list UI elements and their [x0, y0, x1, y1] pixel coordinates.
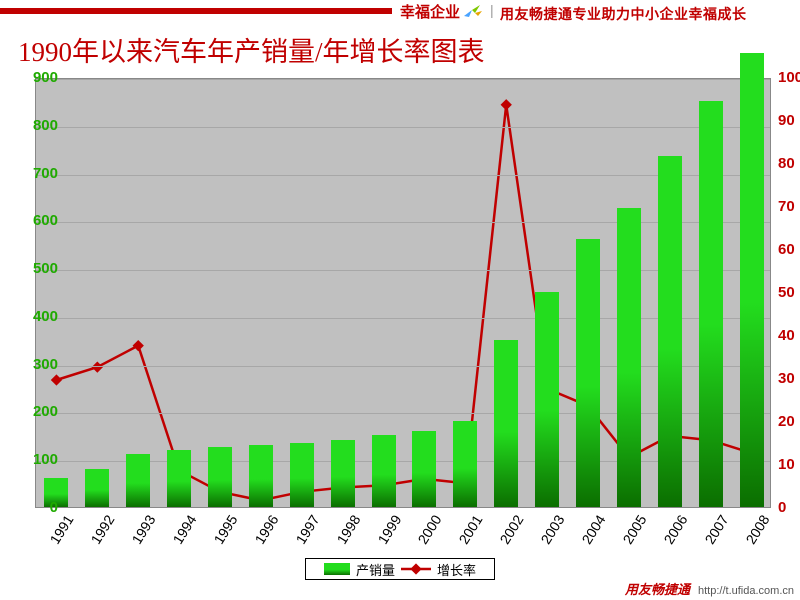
x-tick-label: 1992	[83, 512, 118, 554]
x-tick-label: 1994	[165, 512, 200, 554]
x-tick-label: 1993	[124, 512, 159, 554]
x-tick-label: 2005	[615, 512, 650, 554]
y-left-tick-label: 0	[28, 499, 58, 516]
x-tick-label: 1991	[42, 512, 77, 554]
bar	[372, 435, 396, 507]
x-tick-label: 2001	[451, 512, 486, 554]
legend: 产销量 增长率	[305, 558, 495, 580]
bar	[290, 443, 314, 508]
y-left-tick-label: 500	[28, 260, 58, 277]
bar	[412, 431, 436, 507]
y-left-tick-label: 700	[28, 165, 58, 182]
chart-plot-area	[35, 78, 771, 508]
legend-line-swatch	[401, 563, 431, 575]
x-tick-label: 2003	[533, 512, 568, 554]
x-tick-label: 1998	[328, 512, 363, 554]
x-tick-label: 1996	[247, 512, 282, 554]
x-tick-label: 2006	[656, 512, 691, 554]
bar	[208, 447, 232, 507]
y-right-tick-label: 80	[778, 155, 800, 172]
bar	[535, 292, 559, 507]
x-tick-label: 2008	[737, 512, 772, 554]
brand-label: 幸福企业	[400, 1, 460, 22]
y-left-tick-label: 800	[28, 117, 58, 134]
x-tick-label: 1999	[369, 512, 404, 554]
bar	[85, 469, 109, 507]
y-right-tick-label: 90	[778, 112, 800, 129]
legend-line-label: 增长率	[437, 560, 476, 579]
gridline	[36, 127, 770, 128]
bird-icon	[462, 2, 484, 22]
footer-url: http://t.ufida.com.cn	[698, 585, 794, 597]
y-right-tick-label: 50	[778, 284, 800, 301]
bar	[249, 445, 273, 507]
x-tick-label: 2007	[696, 512, 731, 554]
y-right-tick-label: 40	[778, 327, 800, 344]
bar	[494, 340, 518, 507]
x-tick-label: 1997	[288, 512, 323, 554]
y-right-tick-label: 100	[778, 69, 800, 86]
bar	[167, 450, 191, 507]
y-right-tick-label: 10	[778, 456, 800, 473]
header-divider: |	[490, 2, 494, 18]
header-red-bar	[0, 8, 392, 14]
y-right-tick-label: 30	[778, 370, 800, 387]
bar	[331, 440, 355, 507]
y-left-tick-label: 200	[28, 403, 58, 420]
header-tagline: 用友畅捷通专业助力中小企业幸福成长	[500, 4, 747, 24]
bar	[740, 53, 764, 507]
footer-brand: 用友畅捷通	[625, 579, 690, 598]
bar	[126, 454, 150, 507]
x-tick-label: 2000	[410, 512, 445, 554]
x-tick-label: 1995	[206, 512, 241, 554]
y-left-tick-label: 600	[28, 212, 58, 229]
gridline	[36, 79, 770, 80]
legend-bar-swatch	[324, 563, 350, 575]
header: 幸福企业 | 用友畅捷通专业助力中小企业幸福成长	[0, 0, 800, 28]
header-brand: 幸福企业	[400, 1, 484, 22]
x-tick-label: 2002	[492, 512, 527, 554]
chart-title: 1990年以来汽车年产销量/年增长率图表	[18, 30, 485, 69]
bar	[576, 239, 600, 507]
y-left-tick-label: 300	[28, 356, 58, 373]
bar	[699, 101, 723, 507]
bar	[617, 208, 641, 507]
y-right-tick-label: 70	[778, 198, 800, 215]
y-left-tick-label: 400	[28, 308, 58, 325]
bar	[658, 156, 682, 507]
y-left-tick-label: 900	[28, 69, 58, 86]
y-right-tick-label: 20	[778, 413, 800, 430]
x-tick-label: 2004	[574, 512, 609, 554]
legend-bar-label: 产销量	[356, 560, 395, 579]
y-right-tick-label: 60	[778, 241, 800, 258]
y-left-tick-label: 100	[28, 451, 58, 468]
y-right-tick-label: 0	[778, 499, 800, 516]
bar	[453, 421, 477, 507]
